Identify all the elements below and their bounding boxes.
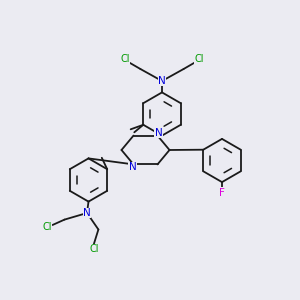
Text: F: F xyxy=(219,188,225,198)
Text: N: N xyxy=(129,162,136,172)
Text: N: N xyxy=(154,128,162,138)
Text: N: N xyxy=(158,76,166,86)
Text: Cl: Cl xyxy=(194,54,204,64)
Text: Cl: Cl xyxy=(89,244,99,254)
Text: Cl: Cl xyxy=(120,54,130,64)
Text: Cl: Cl xyxy=(42,222,52,233)
Text: N: N xyxy=(83,208,91,218)
